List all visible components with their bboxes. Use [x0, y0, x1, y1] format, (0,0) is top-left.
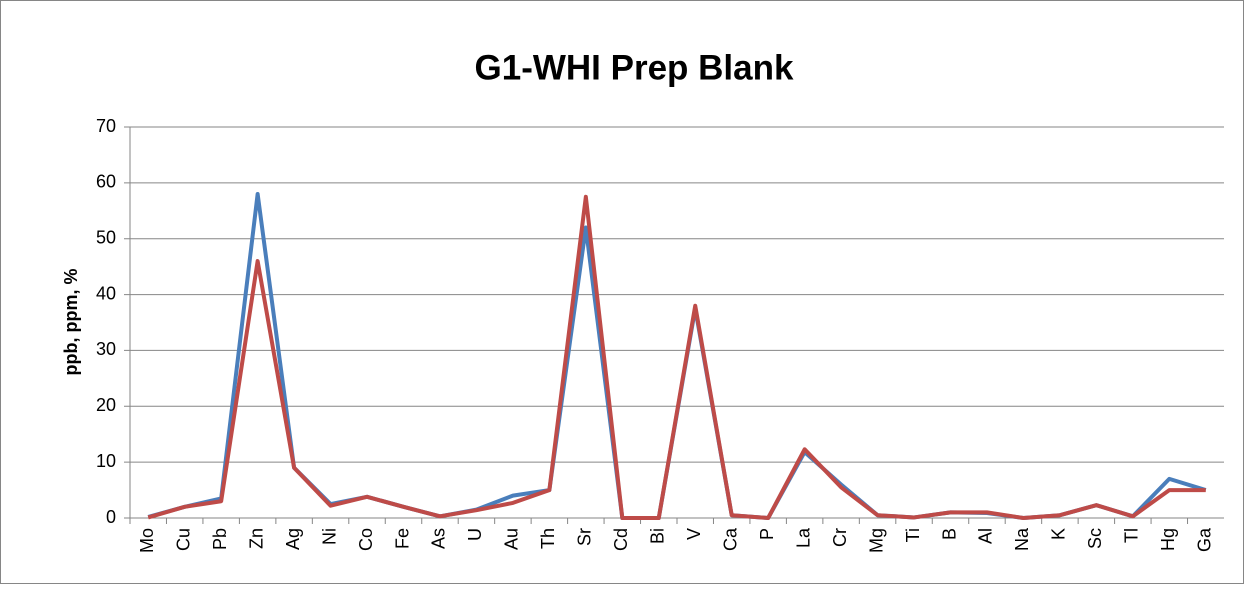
x-tick-label: Ni: [319, 528, 339, 545]
y-tick-label: 10: [96, 451, 116, 471]
x-tick-label: Au: [502, 528, 522, 550]
x-tick-label: U: [465, 528, 485, 541]
y-tick-label: 30: [96, 339, 116, 359]
x-tick-label: Co: [356, 528, 376, 551]
x-tick-label: Tl: [1122, 528, 1142, 543]
y-tick-label: 50: [96, 227, 116, 247]
chart-title: G1-WHI Prep Blank: [475, 48, 794, 87]
x-tick-label: V: [684, 528, 704, 540]
x-tick-label: Mg: [866, 528, 886, 553]
x-tick-label: Sc: [1085, 528, 1105, 549]
x-tick-label: P: [757, 528, 777, 540]
y-tick-label: 20: [96, 395, 116, 415]
y-tick-label: 70: [96, 116, 116, 136]
x-tick-label: K: [1049, 528, 1069, 540]
x-tick-label: Ag: [283, 528, 303, 550]
x-tick-label: Ti: [903, 528, 923, 542]
y-tick-label: 40: [96, 283, 116, 303]
x-tick-label: Pb: [210, 528, 230, 550]
y-tick-label: 60: [96, 172, 116, 192]
x-tick-label: Na: [1012, 527, 1032, 551]
x-tick-label: Bi: [648, 528, 668, 544]
x-tick-label: Al: [976, 528, 996, 544]
x-tick-label: Sr: [575, 528, 595, 546]
x-tick-label: Fe: [392, 528, 412, 549]
x-tick-label: Cu: [173, 528, 193, 551]
series-line: [147, 194, 1206, 520]
y-axis-label: ppb, ppm, %: [61, 269, 81, 376]
x-tick-label: B: [939, 528, 959, 540]
x-tick-label: As: [429, 528, 449, 549]
x-tick-label: La: [793, 527, 813, 548]
y-tick-label: 0: [106, 507, 116, 527]
x-tick-label: Cr: [830, 528, 850, 547]
x-tick-label: Hg: [1158, 528, 1178, 551]
x-tick-label: Ca: [720, 527, 740, 551]
x-tick-label: Ga: [1195, 527, 1215, 552]
x-tick-label: Zn: [246, 528, 266, 549]
x-tick-label: Cd: [611, 528, 631, 551]
x-tick-label: Mo: [137, 528, 157, 553]
x-tick-label: Th: [538, 528, 558, 549]
